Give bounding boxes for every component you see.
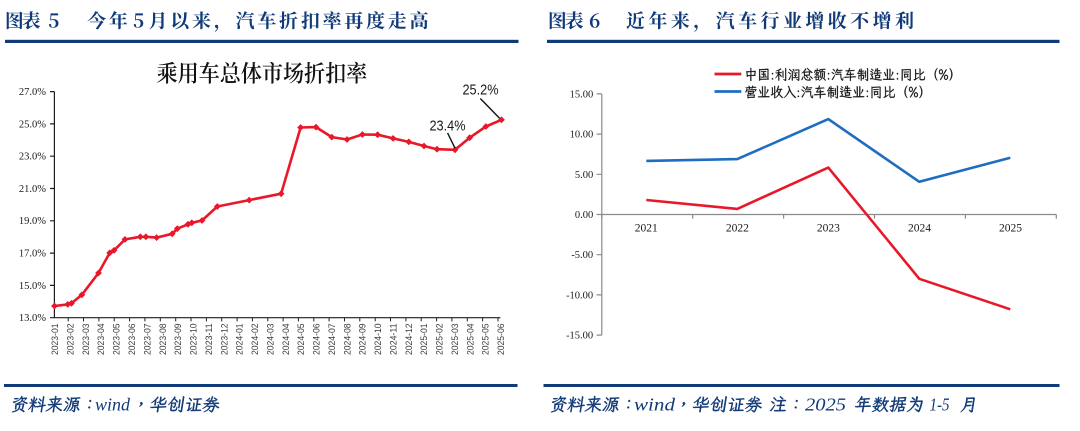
svg-text:2023-10: 2023-10 — [189, 324, 199, 356]
svg-text:2025: 2025 — [805, 395, 846, 415]
svg-text:2022: 2022 — [726, 223, 749, 235]
svg-text:wind: wind — [634, 395, 675, 415]
svg-text:1-5: 1-5 — [930, 395, 950, 415]
svg-text:2023-09: 2023-09 — [173, 324, 183, 356]
svg-text:wind: wind — [95, 395, 130, 415]
svg-text:23.0%: 23.0% — [19, 152, 46, 163]
svg-text:5.00: 5.00 — [575, 170, 593, 181]
svg-text:2021: 2021 — [635, 223, 658, 235]
svg-text:-10.00: -10.00 — [566, 290, 593, 301]
svg-text:2024-03: 2024-03 — [265, 324, 275, 356]
svg-text:15.00: 15.00 — [570, 89, 594, 100]
svg-text:2023-11: 2023-11 — [204, 324, 214, 356]
svg-text:2025-05: 2025-05 — [481, 324, 491, 356]
svg-text:23.4%: 23.4% — [430, 119, 466, 135]
svg-text:2023-04: 2023-04 — [96, 324, 106, 356]
svg-text:2023-07: 2023-07 — [142, 324, 152, 356]
svg-text:2024-02: 2024-02 — [250, 324, 260, 356]
svg-text:2024-09: 2024-09 — [358, 324, 368, 356]
svg-text:2023-12: 2023-12 — [219, 324, 229, 356]
svg-text:2024-07: 2024-07 — [327, 324, 337, 356]
svg-text:2024-10: 2024-10 — [373, 324, 383, 356]
svg-text:2023-02: 2023-02 — [66, 324, 76, 356]
svg-text:2024-08: 2024-08 — [342, 324, 352, 356]
svg-text:2025-04: 2025-04 — [465, 324, 475, 356]
svg-text:2025-02: 2025-02 — [435, 324, 445, 356]
svg-text:2023-06: 2023-06 — [127, 324, 137, 356]
svg-text:17.0%: 17.0% — [19, 249, 46, 260]
svg-text:2024-06: 2024-06 — [312, 324, 322, 356]
svg-text:2023: 2023 — [817, 223, 840, 235]
svg-text:2023-03: 2023-03 — [81, 324, 91, 356]
svg-text:2024-11: 2024-11 — [389, 324, 399, 356]
svg-text:2025-01: 2025-01 — [419, 324, 429, 356]
svg-text:0.00: 0.00 — [575, 210, 593, 221]
svg-text:19.0%: 19.0% — [19, 216, 46, 227]
svg-text:25.2%: 25.2% — [463, 83, 499, 99]
svg-text:2023-05: 2023-05 — [112, 324, 122, 356]
svg-text:2025: 2025 — [999, 223, 1022, 235]
svg-text:2023-01: 2023-01 — [50, 324, 60, 356]
svg-text:2025-03: 2025-03 — [450, 324, 460, 356]
svg-text:21.0%: 21.0% — [19, 184, 46, 195]
svg-text:2023-08: 2023-08 — [158, 324, 168, 356]
svg-text:25.0%: 25.0% — [19, 119, 46, 130]
svg-text:2024-05: 2024-05 — [296, 324, 306, 356]
svg-text:27.0%: 27.0% — [19, 87, 46, 98]
svg-text:2025-06: 2025-06 — [496, 324, 506, 356]
svg-text:-5.00: -5.00 — [571, 250, 593, 261]
svg-text:2024: 2024 — [908, 223, 931, 235]
svg-text:-15.00: -15.00 — [566, 331, 593, 342]
svg-text:2024-01: 2024-01 — [235, 324, 245, 356]
svg-text:2024-12: 2024-12 — [404, 324, 414, 356]
svg-text:15.0%: 15.0% — [19, 281, 46, 292]
svg-text:10.00: 10.00 — [570, 130, 594, 141]
svg-text:2024-04: 2024-04 — [281, 324, 291, 356]
svg-text:13.0%: 13.0% — [19, 313, 46, 324]
